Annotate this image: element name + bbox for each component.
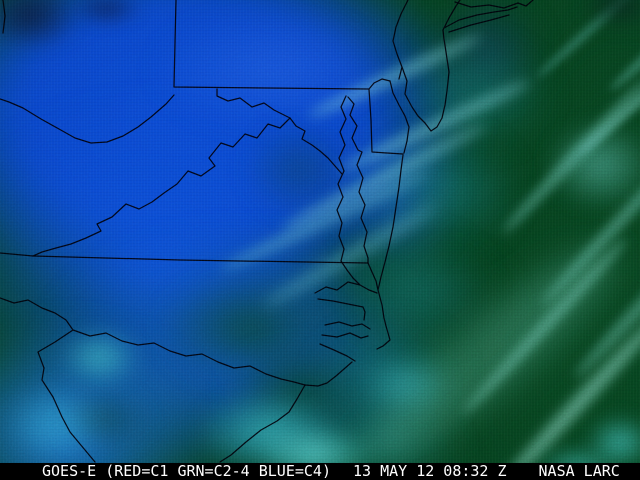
product-channels-label: GOES-E (RED=C1 GRN=C2-4 BLUE=C4) (42, 462, 331, 480)
chesapeake-east-shore (347, 96, 404, 350)
carolina-coastline (219, 361, 353, 463)
state-boundaries-overlay (0, 0, 534, 463)
wv-va-border (32, 117, 291, 257)
satellite-image (0, 0, 640, 463)
status-bar: GOES-E (RED=C1 GRN=C2-4 BLUE=C4) 13 MAY … (0, 463, 640, 480)
va-nc-border (0, 252, 369, 264)
timestamp-label: 13 MAY 12 08:32 Z (352, 462, 507, 480)
source-label: NASA LARC (538, 462, 620, 480)
potomac-river-border (216, 88, 343, 175)
delaware-nj-ny-coast (389, 0, 534, 154)
ohio-river-border (0, 94, 175, 144)
chesapeake-west-shore (314, 95, 378, 321)
albemarle-sound (319, 321, 371, 362)
southern-borders (0, 297, 306, 463)
